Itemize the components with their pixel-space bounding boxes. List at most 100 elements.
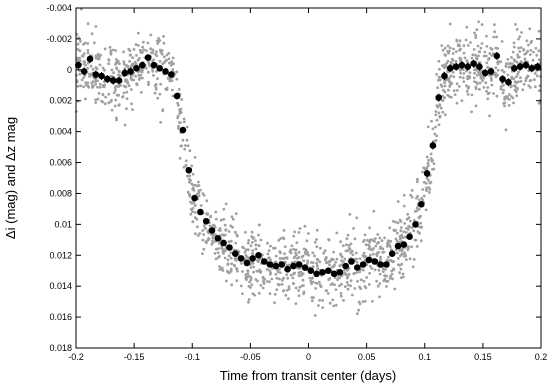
raw-point xyxy=(383,274,387,278)
raw-point xyxy=(419,226,423,229)
raw-point xyxy=(132,78,136,82)
raw-point xyxy=(90,32,94,36)
raw-point xyxy=(84,97,87,101)
raw-point xyxy=(359,278,363,282)
raw-point xyxy=(285,273,289,277)
raw-point xyxy=(310,277,314,280)
raw-point xyxy=(503,101,507,105)
raw-point xyxy=(297,294,301,298)
raw-point xyxy=(462,51,466,55)
raw-point xyxy=(417,198,421,202)
raw-point xyxy=(175,77,179,81)
raw-point xyxy=(368,271,371,275)
raw-point xyxy=(201,229,205,232)
raw-point xyxy=(240,262,243,265)
raw-point xyxy=(235,267,239,271)
raw-point xyxy=(391,277,394,281)
raw-point xyxy=(531,58,535,62)
raw-point xyxy=(249,244,253,248)
raw-point xyxy=(217,241,221,245)
raw-point xyxy=(332,250,335,254)
binned-point xyxy=(412,221,419,228)
raw-point xyxy=(464,38,468,42)
raw-point xyxy=(398,235,402,239)
raw-point xyxy=(308,276,312,280)
raw-point xyxy=(98,54,102,58)
raw-point xyxy=(86,66,90,70)
raw-point xyxy=(193,211,197,214)
raw-point xyxy=(355,271,359,274)
raw-point xyxy=(86,42,90,45)
raw-point xyxy=(506,73,510,77)
raw-point xyxy=(348,213,352,216)
raw-point xyxy=(455,101,459,105)
raw-point xyxy=(398,237,402,241)
raw-point xyxy=(347,246,351,250)
raw-point xyxy=(494,66,498,70)
raw-point xyxy=(474,104,478,108)
raw-point xyxy=(153,91,157,95)
binned-point xyxy=(505,78,512,86)
raw-point xyxy=(136,44,140,47)
raw-point xyxy=(275,288,279,292)
raw-point xyxy=(115,93,119,97)
raw-point xyxy=(282,237,286,241)
raw-point xyxy=(234,257,238,260)
raw-point xyxy=(82,85,85,89)
raw-point xyxy=(485,54,488,58)
raw-point xyxy=(392,229,396,232)
raw-point xyxy=(231,225,235,229)
raw-point xyxy=(96,85,99,89)
raw-point xyxy=(488,114,491,118)
raw-point xyxy=(346,233,350,237)
raw-point xyxy=(195,217,199,221)
raw-point xyxy=(213,252,217,255)
raw-point xyxy=(343,257,347,261)
raw-point xyxy=(453,93,457,96)
raw-point xyxy=(79,84,83,88)
raw-point xyxy=(500,40,504,43)
raw-point xyxy=(87,85,91,89)
raw-point xyxy=(487,91,491,95)
raw-point xyxy=(245,278,248,281)
raw-point xyxy=(168,79,172,83)
raw-point xyxy=(118,70,121,74)
raw-point xyxy=(278,271,282,274)
raw-point xyxy=(351,293,354,297)
raw-point xyxy=(158,92,162,96)
raw-point xyxy=(535,53,539,57)
raw-point xyxy=(170,60,174,63)
raw-point xyxy=(101,66,105,70)
raw-point xyxy=(535,74,539,78)
binned-point xyxy=(290,262,297,270)
raw-point xyxy=(193,156,197,159)
raw-point xyxy=(471,53,475,57)
raw-point xyxy=(490,83,494,87)
raw-point xyxy=(311,251,315,255)
raw-point xyxy=(399,229,403,233)
raw-point xyxy=(158,59,162,63)
raw-point xyxy=(261,275,265,279)
raw-point xyxy=(388,226,392,230)
raw-point xyxy=(80,78,84,82)
binned-point xyxy=(284,265,291,273)
raw-point xyxy=(396,231,399,235)
raw-point xyxy=(230,262,234,266)
raw-point xyxy=(363,285,367,288)
raw-point xyxy=(377,241,380,245)
raw-point xyxy=(377,251,380,254)
raw-point xyxy=(309,261,313,264)
raw-point xyxy=(402,230,406,234)
raw-point xyxy=(157,40,161,43)
raw-point xyxy=(331,282,334,285)
raw-point xyxy=(349,242,353,246)
raw-point xyxy=(79,39,82,43)
raw-point xyxy=(162,41,166,45)
raw-point xyxy=(493,73,497,76)
raw-point xyxy=(405,227,408,230)
raw-point xyxy=(289,251,293,255)
raw-point xyxy=(232,263,236,267)
raw-point xyxy=(460,99,464,102)
raw-point xyxy=(426,161,430,165)
raw-point xyxy=(379,258,382,261)
